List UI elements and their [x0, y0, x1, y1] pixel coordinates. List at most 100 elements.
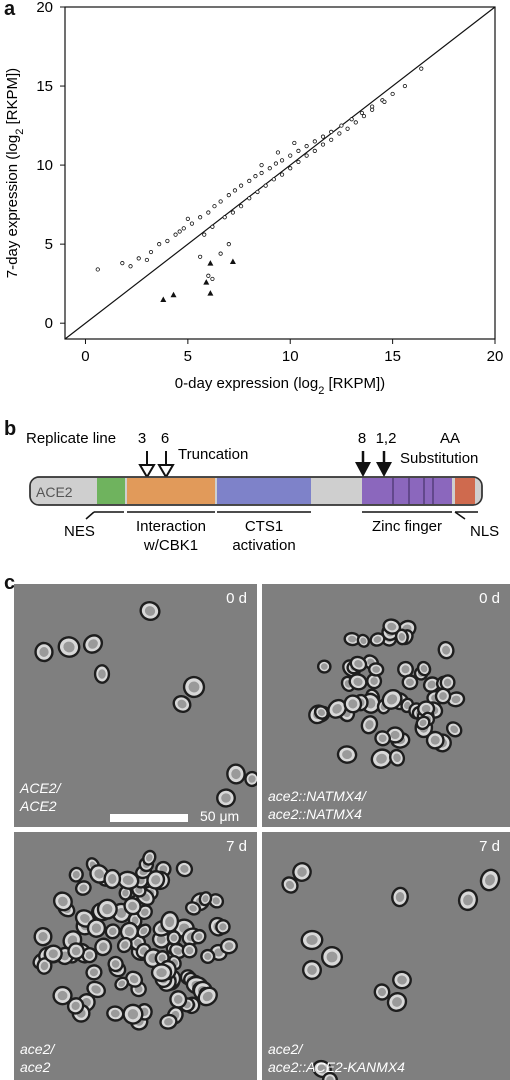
- data-point-open: [198, 215, 203, 220]
- yeast-cell: [391, 886, 409, 908]
- data-point-triangle: [160, 296, 167, 302]
- yeast-cell: [244, 770, 257, 788]
- micrograph-ace2-ace2-0d: 0 d 50 μm ACE2/ ACE2: [14, 584, 257, 827]
- yeast-cell: [104, 923, 121, 940]
- data-point-open: [212, 204, 217, 209]
- nes-label: NES: [64, 523, 95, 540]
- genotype-line2: ace2: [20, 1059, 51, 1075]
- interaction-label-line2: w/CBK1: [143, 537, 198, 554]
- genotype-line1: ace2::NATMX4/: [268, 788, 366, 804]
- truncation-label: Truncation: [178, 446, 248, 463]
- data-point-open: [198, 254, 203, 259]
- yeast-cell: [86, 980, 106, 999]
- plot-frame: [64, 6, 496, 340]
- data-point-open: [185, 216, 190, 221]
- yeast-cell: [169, 990, 188, 1009]
- yeast-cell: [93, 664, 111, 684]
- scale-bar-label: 50 μm: [200, 808, 240, 824]
- data-point-open: [232, 188, 238, 193]
- domain-underlines: [85, 511, 478, 520]
- data-point-open: [247, 178, 252, 184]
- yeast-cell: [184, 901, 202, 916]
- yeast-cell: [373, 983, 391, 1001]
- yeast-cell: [172, 694, 192, 714]
- yeast-cell: [425, 730, 445, 750]
- y-tick-label: 20: [36, 0, 53, 16]
- x-tick-label: 0: [81, 348, 89, 365]
- yeast-cell: [94, 937, 113, 957]
- data-point-open: [349, 117, 354, 122]
- yeast-cell: [416, 660, 432, 677]
- yeast-cell: [43, 944, 63, 963]
- genotype-line2: ace2::NATMX4: [268, 806, 362, 822]
- yeast-cell: [370, 748, 393, 769]
- yeast-cell: [392, 970, 412, 990]
- x-tick-label: 10: [282, 348, 299, 365]
- yeast-cell: [360, 715, 379, 735]
- data-point-open: [353, 120, 358, 125]
- data-point-open: [329, 129, 334, 134]
- x-tick-label: 20: [487, 348, 504, 365]
- data-point-open: [304, 144, 309, 149]
- yeast-cell: [160, 910, 180, 933]
- yeast-cell: [197, 986, 218, 1007]
- interaction-label-line1: Interaction: [136, 518, 206, 535]
- open-arrow-3: [138, 451, 156, 479]
- nls-label: NLS: [470, 523, 499, 540]
- data-point-open: [419, 66, 424, 71]
- yeast-cell: [117, 870, 140, 890]
- yeast-cell: [336, 745, 358, 764]
- yeast-cell: [146, 870, 166, 890]
- yeast-cell: [302, 959, 322, 981]
- timepoint-label: 7 d: [479, 838, 500, 855]
- scatter-plot: 0 5 10 15 20 0 5 10 15 20 0-day expression (log2 […: [4, 0, 504, 397]
- yeast-cell: [103, 868, 122, 890]
- data-point-open: [157, 242, 162, 247]
- data-point-open: [390, 91, 395, 97]
- yeast-cell: [85, 964, 103, 981]
- yeast-cell: [96, 898, 118, 920]
- micrograph-ace2-ace2-7d: 7 d ace2/ ace2: [14, 832, 257, 1080]
- yeast-cell: [119, 921, 139, 942]
- data-point-open: [288, 153, 293, 158]
- micrograph-ace2-kanmx4-7d: 7 d ace2/ ace2::ACE2-KANMX4: [262, 832, 510, 1080]
- data-point-open: [255, 189, 260, 195]
- identity-line: [64, 6, 496, 340]
- open-arrow-6: [157, 451, 175, 479]
- data-point-open: [222, 215, 227, 220]
- data-point-open: [95, 267, 100, 272]
- yeast-cell: [181, 942, 198, 959]
- data-point-open: [304, 153, 309, 158]
- yeast-cell: [136, 923, 152, 939]
- yeast-cell: [82, 634, 104, 654]
- yeast-cell: [107, 955, 124, 973]
- yeast-cell: [343, 631, 361, 647]
- panel-c-letter: c: [4, 572, 16, 594]
- yeast-cell: [68, 866, 84, 883]
- data-point-open: [210, 224, 215, 229]
- yeast-cell: [175, 860, 194, 878]
- data-point-open: [238, 204, 244, 209]
- x-axis-label: 0-day expression (log2 [RKPM]): [175, 375, 385, 397]
- yeast-cell: [386, 992, 408, 1012]
- yeast-cell: [150, 963, 173, 983]
- yeast-cell: [106, 1005, 125, 1022]
- data-point-open: [292, 140, 297, 146]
- data-point-open: [173, 232, 178, 237]
- data-point-open: [210, 276, 215, 282]
- timepoint-label: 0 d: [479, 590, 500, 607]
- yeast-cell: [368, 662, 385, 677]
- yeast-cell: [169, 942, 187, 959]
- genotype-line2: ACE2: [20, 798, 57, 814]
- yeast-cell: [320, 945, 344, 969]
- yeast-cell: [381, 688, 403, 710]
- data-point-open: [218, 251, 223, 256]
- data-point-open: [337, 131, 342, 136]
- y-axis-label: 7-day expression (log2 [RKPM]): [4, 68, 26, 278]
- cts1-label-line1: CTS1: [245, 518, 283, 535]
- nls-domain: [455, 478, 475, 504]
- substitution-label: Substitution: [400, 450, 478, 467]
- x-tick-label: 15: [384, 348, 401, 365]
- data-point-open: [312, 139, 317, 144]
- timepoint-label: 0 d: [226, 590, 247, 607]
